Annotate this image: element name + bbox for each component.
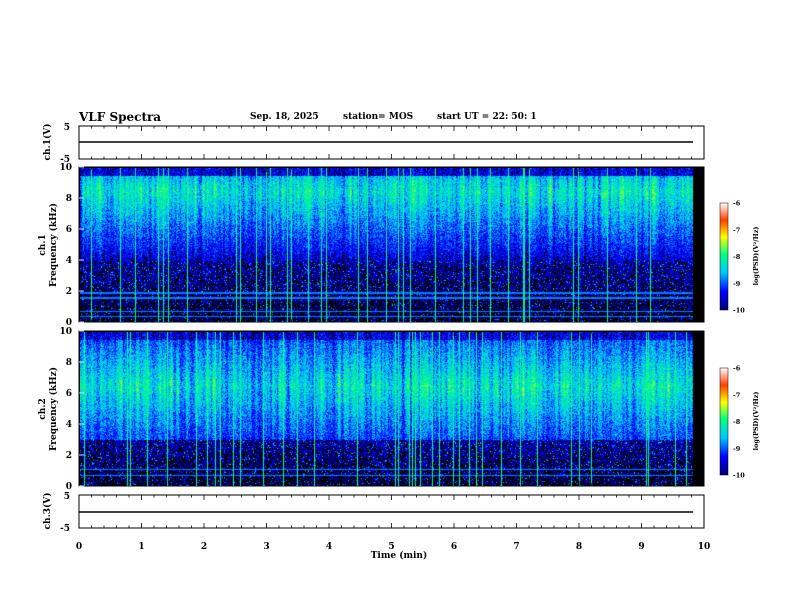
- y-tick-label: 2: [66, 287, 72, 297]
- y-tick-label: 8: [66, 194, 72, 204]
- ch1-waveform-ylabel: ch.1(V): [42, 124, 53, 161]
- ch1-colorbar: [719, 202, 729, 311]
- ch3-waveform-ylabel: ch.3(V): [42, 493, 53, 530]
- x-tick-label: 9: [638, 542, 644, 552]
- y-tick-label: 6: [66, 389, 72, 399]
- colorbar-tick-label: -9: [733, 445, 741, 453]
- x-axis-label: Time (min): [371, 550, 428, 561]
- x-tick-label: 7: [513, 542, 519, 552]
- ch1-colorbar-label: log(PSD)(V²/Hz): [752, 227, 760, 286]
- x-tick-label: 2: [201, 542, 207, 552]
- y-tick-label: 6: [66, 225, 72, 235]
- y-tick-label: 4: [66, 420, 72, 430]
- ch2-colorbar-label: log(PSD)(V²/Hz): [752, 392, 760, 451]
- colorbar-tick-label: -6: [733, 365, 741, 373]
- x-tick-label: 5: [388, 542, 394, 552]
- date-label: Sep. 18, 2025: [250, 112, 319, 122]
- ch1-waveform-ytick-top: 5: [64, 123, 70, 133]
- x-tick-label: 1: [138, 542, 144, 552]
- x-tick-label: 3: [263, 542, 269, 552]
- y-tick-label: 0: [66, 318, 72, 328]
- ch3-waveform-ytick-top: 5: [64, 492, 70, 502]
- y-tick-label: 2: [66, 451, 72, 461]
- ch1-colorbar-ticks: -6 -7 -8 -9 -10: [733, 200, 745, 315]
- ch1-spectrogram-image: [79, 167, 704, 322]
- x-tick-label: 10: [698, 542, 711, 552]
- ch2-colorbar-ticks: -6 -7 -8 -9 -10: [733, 365, 745, 480]
- colorbar-tick-label: -6: [733, 200, 741, 208]
- x-tick-label: 0: [76, 542, 82, 552]
- y-tick-label: 4: [66, 256, 72, 266]
- colorbar-tick-label: -10: [733, 472, 745, 480]
- colorbar-tick-label: -8: [733, 418, 741, 426]
- ch2-spectrogram-image: [79, 331, 704, 486]
- ch1-spectrogram-ylabel-line2: Frequency (kHz): [48, 203, 59, 287]
- y-tick-label: 8: [66, 358, 72, 368]
- colorbar-tick-label: -8: [733, 253, 741, 261]
- x-tick-label: 4: [326, 542, 332, 552]
- x-tick-label: 8: [576, 542, 582, 552]
- x-axis-ticklabels: 0 1 2 3 4 5 6 7 8 9 10: [76, 542, 710, 552]
- figure-title: VLF Spectra: [79, 110, 162, 124]
- ch2-colorbar: [719, 367, 729, 476]
- ch2-spectrogram-yticks: 0 2 4 6 8 10: [59, 327, 84, 492]
- x-tick-label: 6: [451, 542, 457, 552]
- colorbar-tick-label: -7: [733, 391, 740, 399]
- ch3-waveform-ytick-bottom: -5: [60, 524, 70, 534]
- start-time-label: start UT = 22: 50: 1: [437, 112, 537, 122]
- colorbar-tick-label: -9: [733, 280, 741, 288]
- ch2-spectrogram-ylabel-line1: ch.2: [38, 398, 48, 419]
- ch1-spectrogram-ylabel-line1: ch.1: [38, 234, 48, 255]
- y-tick-label: 10: [59, 327, 72, 337]
- y-tick-label: 10: [59, 163, 72, 173]
- axis-ticks: [78, 126, 705, 528]
- colorbar-tick-label: -7: [733, 226, 740, 234]
- y-tick-label: 0: [66, 482, 72, 492]
- ch1-spectrogram-yticks: 0 2 4 6 8 10: [59, 163, 84, 328]
- station-label: station= MOS: [343, 112, 414, 122]
- ch2-spectrogram-ylabel-line2: Frequency (kHz): [48, 367, 59, 451]
- ch1-waveform-ytick-bottom: -5: [60, 155, 70, 165]
- colorbar-tick-label: -10: [733, 307, 745, 315]
